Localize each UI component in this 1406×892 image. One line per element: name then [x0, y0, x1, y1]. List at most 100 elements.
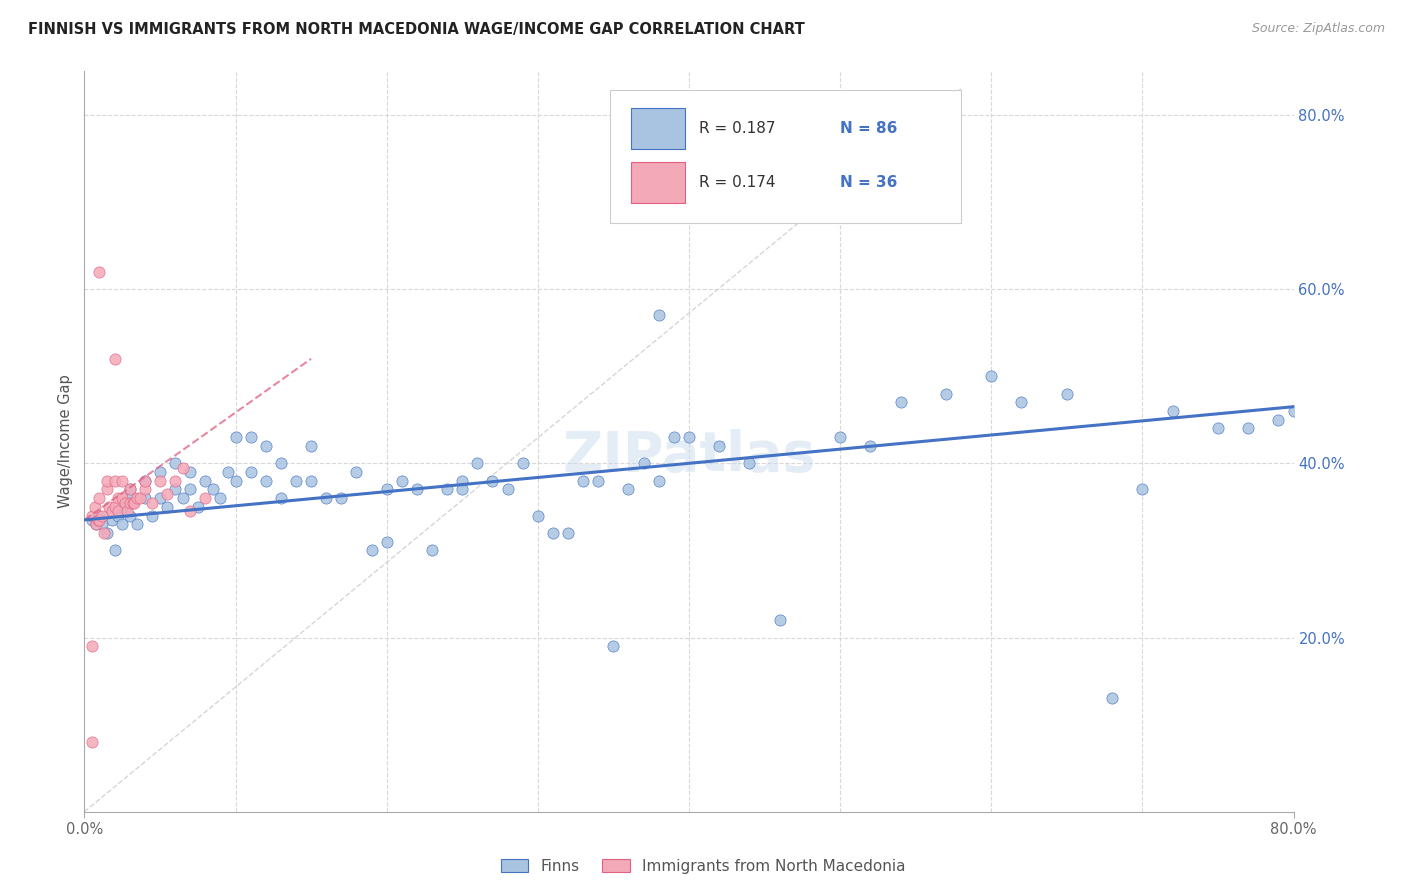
Text: N = 86: N = 86	[841, 121, 897, 136]
Point	[225, 474, 247, 488]
Point	[104, 474, 127, 488]
Point	[254, 439, 277, 453]
Point	[172, 491, 194, 505]
Point	[935, 386, 957, 401]
Point	[769, 613, 792, 627]
Point	[134, 483, 156, 497]
Point	[114, 495, 136, 509]
Point	[96, 483, 118, 497]
Point	[87, 513, 110, 527]
Point	[572, 474, 595, 488]
Point	[406, 483, 429, 497]
Point	[179, 504, 201, 518]
Legend: Finns, Immigrants from North Macedonia: Finns, Immigrants from North Macedonia	[495, 853, 911, 880]
Text: ZIPatlas: ZIPatlas	[562, 429, 815, 483]
Point	[107, 491, 129, 505]
Point	[93, 526, 115, 541]
Point	[121, 495, 143, 509]
Point	[451, 483, 474, 497]
Point	[375, 483, 398, 497]
Point	[678, 430, 700, 444]
Point	[270, 456, 292, 470]
Point	[149, 465, 172, 479]
Point	[86, 517, 108, 532]
Bar	[631, 162, 685, 203]
Point	[111, 491, 134, 505]
Point	[512, 456, 534, 470]
Point	[662, 430, 685, 444]
Point	[104, 543, 127, 558]
Point	[299, 474, 322, 488]
Point	[254, 474, 277, 488]
Point	[375, 534, 398, 549]
Point	[633, 456, 655, 470]
Point	[165, 474, 187, 488]
Point	[107, 508, 129, 523]
Point	[217, 465, 239, 479]
Point	[1056, 386, 1078, 401]
Point	[187, 500, 209, 514]
Point	[107, 504, 129, 518]
Text: N = 36: N = 36	[841, 175, 897, 190]
Point	[127, 491, 149, 505]
Point	[201, 483, 224, 497]
Point	[890, 395, 912, 409]
Point	[111, 517, 134, 532]
Point	[89, 491, 111, 505]
Point	[420, 543, 443, 558]
Point	[1282, 404, 1305, 418]
FancyBboxPatch shape	[610, 90, 962, 223]
Point	[830, 430, 852, 444]
Point	[97, 500, 120, 514]
Point	[104, 500, 127, 514]
Bar	[631, 108, 685, 149]
Point	[1161, 404, 1184, 418]
Point	[118, 483, 141, 497]
Point	[156, 500, 179, 514]
Point	[111, 500, 134, 514]
Point	[980, 369, 1002, 384]
Point	[118, 491, 141, 505]
Point	[156, 487, 179, 501]
Point	[541, 526, 564, 541]
Point	[225, 430, 247, 444]
Point	[115, 504, 138, 518]
Point	[179, 483, 201, 497]
Point	[96, 474, 118, 488]
Point	[118, 483, 141, 497]
Point	[285, 474, 308, 488]
Point	[100, 504, 122, 518]
Point	[1011, 395, 1033, 409]
Point	[127, 517, 149, 532]
Point	[194, 491, 217, 505]
Point	[80, 735, 103, 749]
Point	[91, 508, 114, 523]
Point	[527, 508, 550, 523]
Point	[557, 526, 579, 541]
Point	[617, 483, 640, 497]
Point	[86, 517, 108, 532]
Text: FINNISH VS IMMIGRANTS FROM NORTH MACEDONIA WAGE/INCOME GAP CORRELATION CHART: FINNISH VS IMMIGRANTS FROM NORTH MACEDON…	[28, 22, 804, 37]
Point	[648, 474, 671, 488]
Point	[315, 491, 337, 505]
Point	[134, 474, 156, 488]
Point	[1237, 421, 1260, 435]
Point	[172, 460, 194, 475]
Text: R = 0.187: R = 0.187	[699, 121, 775, 136]
Point	[122, 495, 145, 509]
Point	[738, 456, 761, 470]
Point	[330, 491, 353, 505]
Point	[118, 508, 141, 523]
Point	[360, 543, 382, 558]
Point	[1206, 421, 1229, 435]
Point	[89, 265, 111, 279]
Point	[1101, 691, 1123, 706]
Point	[709, 439, 731, 453]
Point	[270, 491, 292, 505]
Point	[496, 483, 519, 497]
Text: R = 0.174: R = 0.174	[699, 175, 775, 190]
Point	[118, 495, 141, 509]
Point	[239, 430, 262, 444]
Point	[141, 495, 163, 509]
Point	[91, 517, 114, 532]
